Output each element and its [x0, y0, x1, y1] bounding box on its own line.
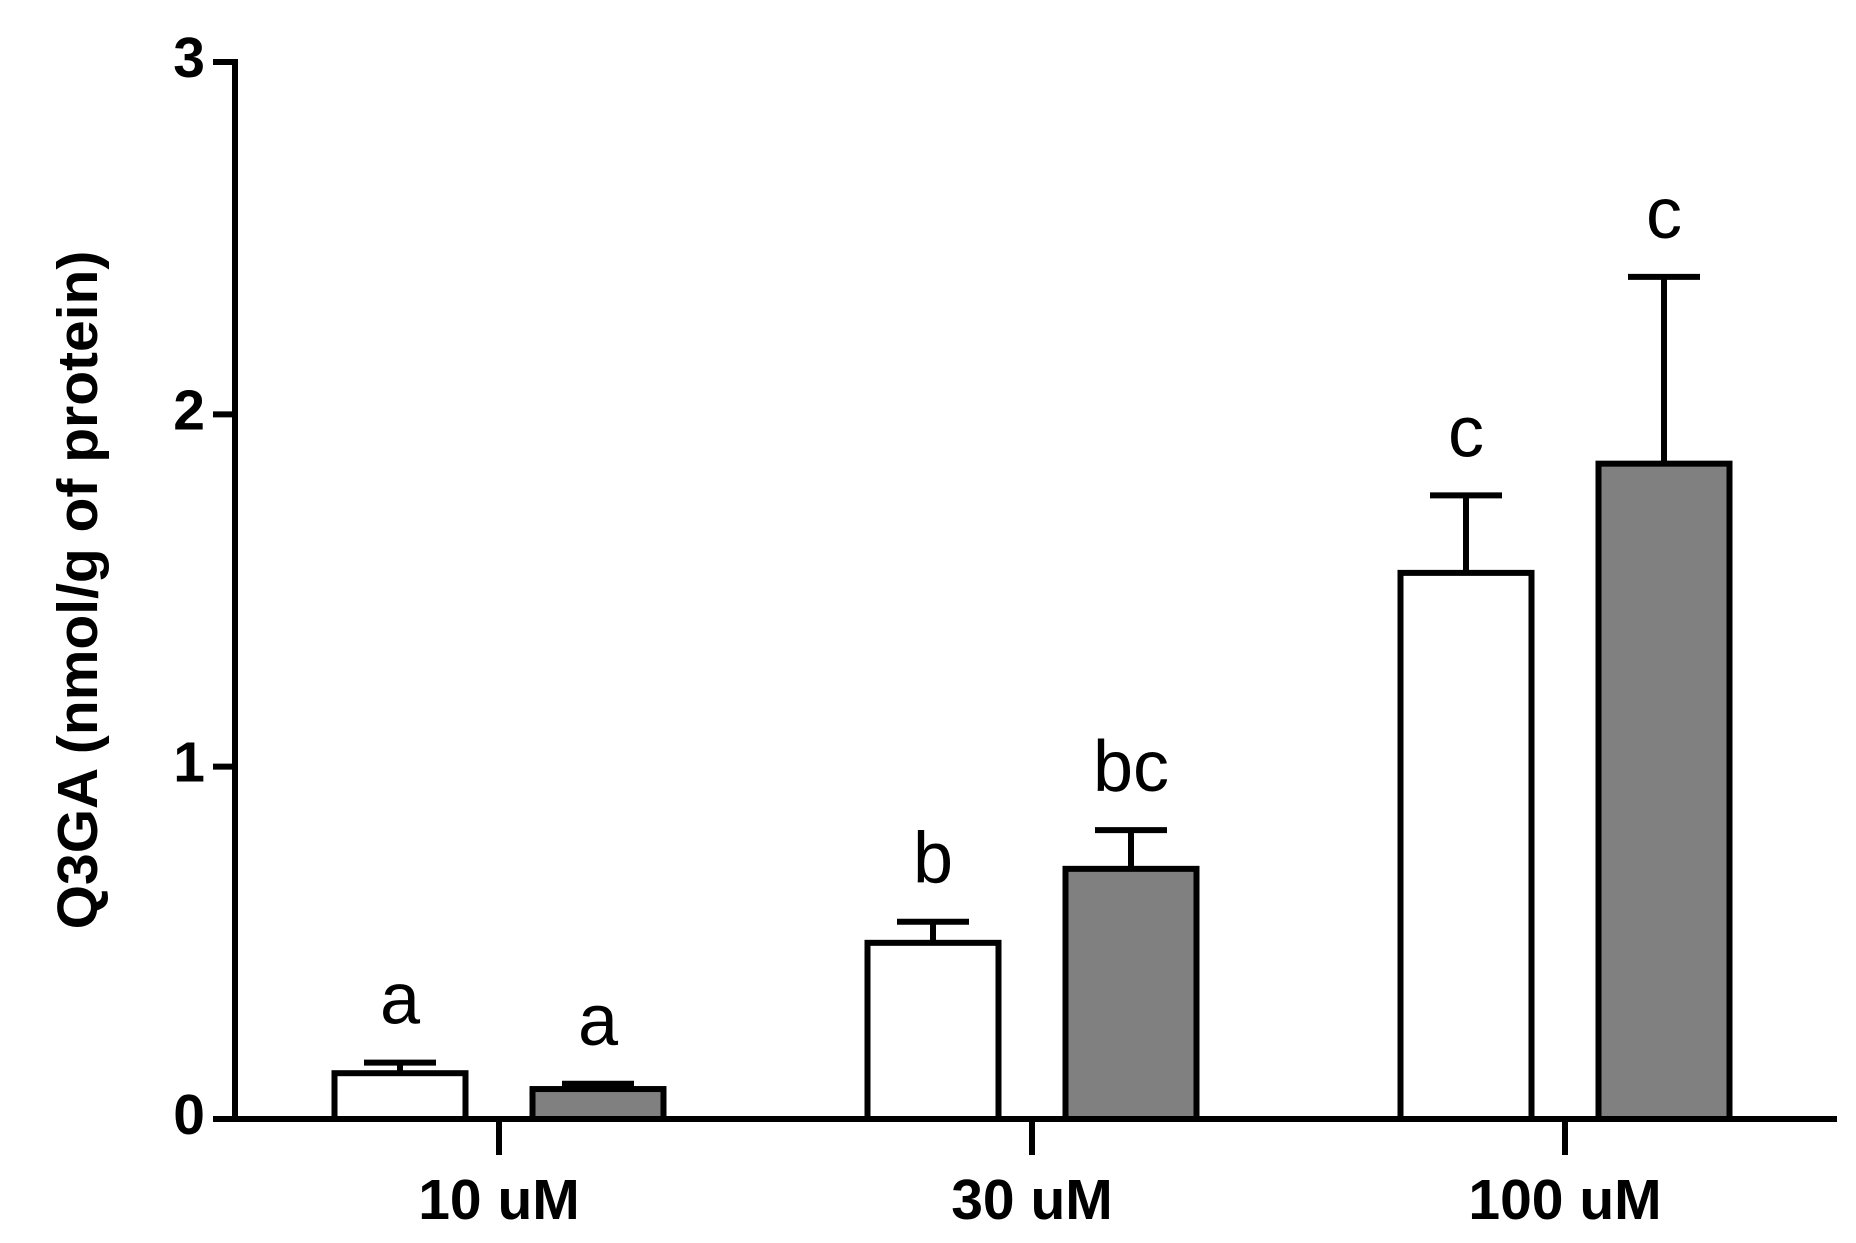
x-tick-label: 30 uM [951, 1168, 1113, 1232]
significance-letter: c [1646, 174, 1682, 254]
y-axis-label: Q3GA (nmol/g of protein) [46, 251, 110, 930]
x-tick-label: 10 uM [418, 1168, 580, 1232]
y-tick-label: 0 [173, 1083, 205, 1147]
error-bar [1430, 492, 1502, 573]
significance-letter: bc [1093, 727, 1169, 807]
bar [1595, 460, 1733, 1123]
y-tick-label: 2 [173, 378, 205, 442]
bar [1397, 569, 1535, 1122]
bar [864, 939, 1002, 1122]
significance-letter: a [380, 960, 421, 1040]
significance-letter: b [913, 819, 953, 899]
error-bar [897, 918, 969, 943]
bar [529, 1086, 667, 1122]
significance-letter: c [1448, 392, 1484, 472]
significance-letter: a [578, 981, 619, 1061]
bar [1062, 865, 1200, 1122]
y-tick-label: 3 [173, 26, 205, 90]
y-tick-label: 1 [173, 731, 205, 795]
error-bar [1095, 827, 1167, 869]
x-tick-label: 100 uM [1468, 1168, 1661, 1232]
bar [331, 1070, 469, 1122]
error-bar [1628, 273, 1700, 464]
